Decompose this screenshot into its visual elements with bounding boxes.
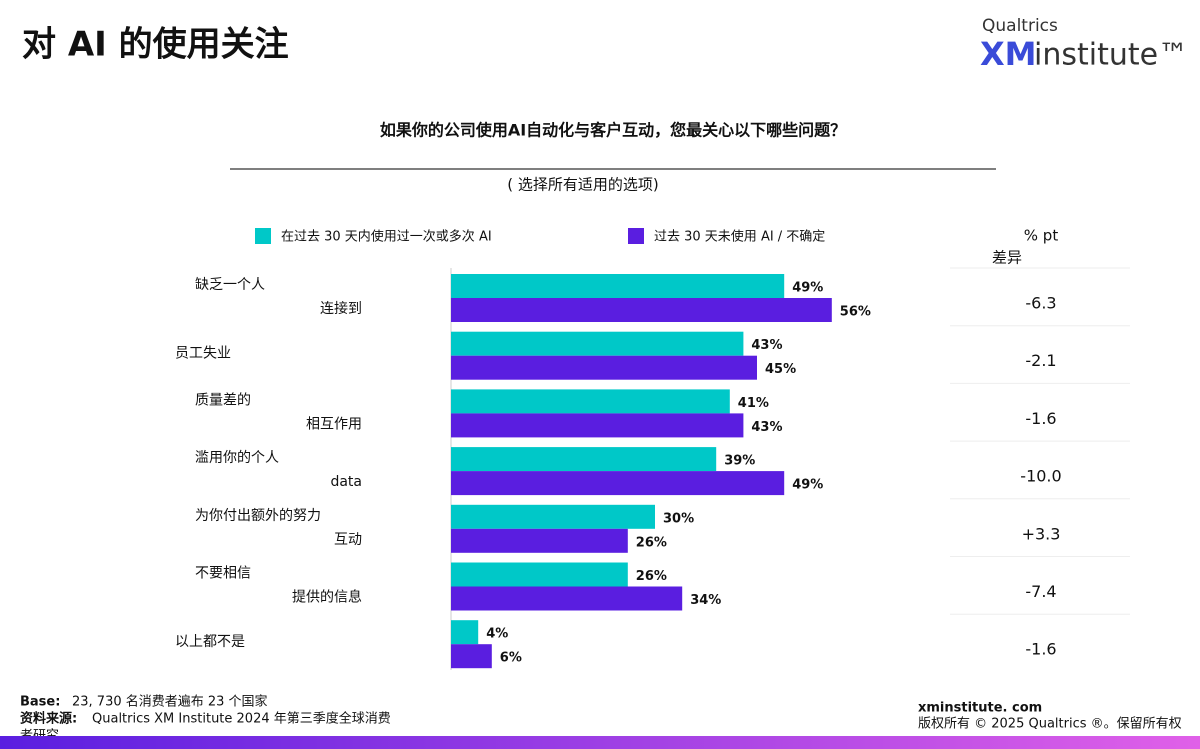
bar — [451, 471, 785, 496]
diff-title: 差异 — [992, 249, 1022, 267]
bar — [451, 355, 757, 380]
chart-subtitle: ( 选择所有适用的选项) — [507, 176, 658, 194]
bar — [451, 504, 655, 529]
value-label: 45% — [765, 362, 796, 377]
category-label: 互动 — [334, 532, 362, 548]
category-label: 为你付出额外的努力 — [195, 508, 321, 524]
value-label: 34% — [690, 593, 721, 608]
slide-title: 对 AI 的使用关注 — [22, 25, 289, 65]
value-label: 49% — [792, 281, 823, 296]
value-label: 43% — [751, 420, 782, 435]
bar — [451, 389, 730, 414]
base-text: 23, 730 名消费者遍布 23 个国家 — [72, 694, 268, 710]
bar — [451, 331, 744, 356]
category-label: 以上都不是 — [175, 634, 245, 650]
category-label: 员工失业 — [175, 346, 231, 362]
difference-label: +3.3 — [1022, 524, 1061, 543]
value-label: 26% — [636, 569, 667, 584]
site: xminstitute. com — [918, 701, 1042, 716]
logo-rest: institute™ — [1034, 38, 1188, 73]
value-label: 26% — [636, 535, 667, 550]
value-label: 41% — [738, 396, 769, 411]
bar — [451, 413, 744, 438]
source-text: Qualtrics XM Institute 2024 年第三季度全球消费 — [92, 711, 391, 727]
bottom-band — [0, 736, 1200, 749]
difference-label: -6.3 — [1025, 294, 1056, 313]
difference-label: -7.4 — [1025, 582, 1056, 601]
value-label: 39% — [724, 454, 755, 469]
bar — [451, 620, 479, 645]
difference-label: -1.6 — [1025, 409, 1056, 428]
category-label: 不要相信 — [195, 566, 251, 582]
value-label: 6% — [500, 651, 522, 666]
difference-label: -10.0 — [1020, 467, 1061, 486]
base-label: Base: — [20, 695, 60, 710]
difference-label: -1.6 — [1025, 640, 1056, 659]
category-label: 相互作用 — [306, 416, 362, 432]
bar — [451, 447, 717, 472]
category-label: 质量差的 — [195, 392, 251, 408]
chart-title: 如果你的公司使用AI自动化与客户互动，您最关心以下哪些问题？ — [380, 121, 846, 140]
category-label: 连接到 — [320, 300, 362, 317]
legend-label: 在过去 30 天内使用过一次或多次 AI — [281, 229, 492, 245]
category-label: data — [330, 474, 362, 490]
value-label: 4% — [486, 627, 508, 642]
logo-xm: XM — [980, 35, 1037, 73]
legend-swatch — [628, 228, 644, 244]
category-label: 缺乏一个人 — [195, 277, 265, 293]
value-label: 43% — [751, 338, 782, 353]
source-label: 资料来源: — [20, 711, 77, 727]
value-label: 56% — [840, 305, 871, 320]
copyright: 版权所有 © 2025 Qualtrics ®。保留所有权 — [918, 716, 1182, 732]
value-label: 30% — [663, 511, 694, 526]
bar — [451, 586, 683, 611]
category-label: 提供的信息 — [292, 589, 362, 606]
difference-label: -2.1 — [1025, 351, 1056, 370]
value-label: 49% — [792, 478, 823, 493]
bar — [451, 562, 628, 587]
bar — [451, 644, 492, 669]
bar — [451, 298, 832, 322]
diff-title: % pt — [1024, 227, 1059, 245]
logo-top: Qualtrics — [982, 16, 1058, 36]
bar — [451, 274, 785, 298]
category-label: 滥用你的个人 — [195, 450, 279, 466]
legend-swatch — [255, 228, 271, 244]
bar — [451, 528, 628, 553]
legend-label: 过去 30 天未使用 AI / 不确定 — [654, 229, 825, 245]
